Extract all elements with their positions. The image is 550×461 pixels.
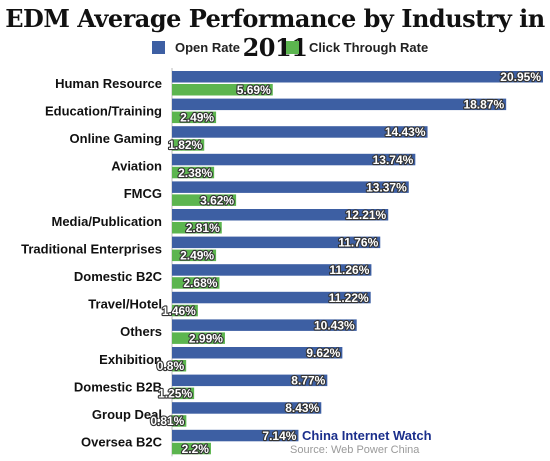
category-label: FMCG — [124, 186, 162, 201]
value-label-click-through-rate: 2.2% — [182, 442, 210, 456]
category-label: Online Gaming — [70, 131, 163, 146]
value-label-open-rate: 12.21% — [346, 208, 387, 222]
value-label-click-through-rate: 2.81% — [186, 221, 220, 235]
bar-open-rate — [172, 319, 357, 331]
bar-open-rate — [172, 71, 543, 83]
bar-open-rate — [172, 374, 328, 387]
value-label-click-through-rate: 3.62% — [200, 193, 234, 207]
bar-click-through-rate — [172, 332, 225, 344]
bar-click-through-rate — [172, 304, 198, 317]
category-label: Media/Publication — [51, 214, 162, 229]
bar-click-through-rate — [172, 415, 187, 427]
value-label-open-rate: 11.22% — [329, 291, 369, 305]
bar-click-through-rate — [172, 249, 217, 262]
value-label-open-rate: 11.76% — [338, 236, 378, 250]
value-label-open-rate: 18.87% — [463, 98, 504, 112]
category-label: Aviation — [111, 159, 162, 174]
bar-click-through-rate — [172, 84, 273, 96]
value-label-click-through-rate: 2.49% — [180, 249, 214, 263]
bar-open-rate — [172, 98, 507, 111]
legend-label-open-rate: Open Rate — [175, 40, 241, 55]
value-label-click-through-rate: 2.99% — [189, 331, 223, 345]
value-label-click-through-rate: 1.82% — [168, 138, 202, 152]
bar-open-rate — [172, 126, 428, 138]
category-label: Domestic B2C — [74, 269, 163, 284]
value-label-click-through-rate: 1.46% — [162, 304, 196, 318]
bar-open-rate — [172, 236, 381, 249]
bar-open-rate — [172, 181, 409, 193]
bar-click-through-rate — [172, 111, 217, 124]
legend-item-open-rate: Open Rate — [152, 40, 240, 55]
watermark-text: China Internet Watch — [302, 428, 432, 443]
value-label-click-through-rate: 0.8% — [157, 359, 185, 373]
legend-label-click-through-rate: Click Through Rate — [309, 40, 429, 55]
bar-open-rate — [172, 347, 343, 359]
chart-legend: Open Rate Click Through Rate — [0, 40, 550, 60]
bar-open-rate — [172, 402, 322, 414]
category-label: Group Deal — [92, 407, 162, 422]
category-label: Education/Training — [45, 103, 162, 118]
value-label-click-through-rate: 1.25% — [158, 387, 192, 401]
source-note: Source: Web Power China — [290, 444, 420, 456]
value-label-open-rate: 7.14% — [262, 429, 296, 443]
bar-click-through-rate — [172, 222, 222, 234]
value-label-open-rate: 20.95% — [500, 70, 541, 84]
bar-click-through-rate — [172, 360, 187, 372]
value-label-open-rate: 10.43% — [314, 318, 355, 332]
category-label: Travel/Hotel — [88, 297, 162, 312]
value-label-open-rate: 13.74% — [373, 153, 414, 167]
bar-click-through-rate — [172, 194, 237, 206]
value-label-click-through-rate: 5.69% — [237, 83, 271, 97]
value-label-open-rate: 14.43% — [385, 125, 426, 139]
category-label: Oversea B2C — [81, 435, 163, 450]
value-label-open-rate: 13.37% — [366, 180, 407, 194]
value-label-open-rate: 9.62% — [306, 346, 340, 360]
bar-click-through-rate — [172, 387, 195, 400]
category-label: Human Resource — [55, 76, 162, 91]
value-label-open-rate: 8.43% — [285, 401, 319, 415]
value-label-click-through-rate: 2.49% — [180, 111, 214, 125]
value-label-click-through-rate: 0.81% — [150, 414, 184, 428]
bar-click-through-rate — [172, 277, 220, 289]
bar-open-rate — [172, 153, 416, 166]
category-label: Traditional Enterprises — [21, 241, 162, 256]
legend-swatch-open-rate — [152, 41, 165, 54]
bar-click-through-rate — [172, 442, 211, 455]
category-label: Exhibition — [99, 352, 162, 367]
category-label: Domestic B2B — [74, 379, 162, 394]
category-label: Others — [120, 324, 162, 339]
bar-open-rate — [172, 264, 372, 276]
value-label-open-rate: 8.77% — [291, 374, 325, 388]
value-label-open-rate: 11.26% — [329, 263, 369, 277]
bar-click-through-rate — [172, 166, 215, 179]
legend-item-click-through-rate: Click Through Rate — [286, 40, 428, 55]
bar-open-rate — [172, 429, 299, 442]
bar-open-rate — [172, 209, 389, 221]
legend-swatch-click-through-rate — [286, 41, 299, 54]
value-label-click-through-rate: 2.38% — [178, 166, 212, 180]
bar-click-through-rate — [172, 139, 205, 151]
value-label-click-through-rate: 2.68% — [183, 276, 217, 290]
bar-open-rate — [172, 291, 371, 304]
